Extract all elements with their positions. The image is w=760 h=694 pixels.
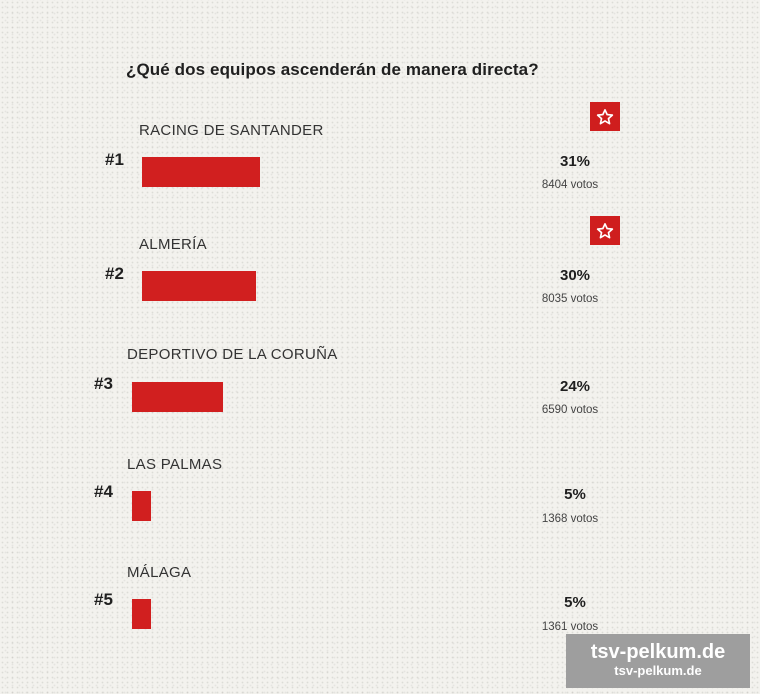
poll-option[interactable]: DEPORTIVO DE LA CORUÑA #3 24% 6590 votos xyxy=(0,326,760,426)
option-votes: 8404 votos xyxy=(541,179,599,191)
poll-option[interactable]: RACING DE SANTANDER #1 31% 8404 votos xyxy=(0,100,760,200)
vote-bar-track xyxy=(142,271,522,301)
option-rank: #3 xyxy=(94,374,113,393)
poll-question: ¿Qué dos equipos ascenderán de manera di… xyxy=(126,60,539,79)
option-name: MÁLAGA xyxy=(127,564,192,581)
poll-option[interactable]: MÁLAGA #5 5% 1361 votos xyxy=(0,544,760,644)
option-rank: #1 xyxy=(105,150,124,169)
option-percent: 24% xyxy=(559,378,591,395)
poll-option[interactable]: LAS PALMAS #4 5% 1368 votos xyxy=(0,436,760,536)
option-name: DEPORTIVO DE LA CORUÑA xyxy=(127,346,338,363)
vote-bar xyxy=(142,271,256,301)
star-icon xyxy=(596,222,614,238)
option-votes: 1361 votos xyxy=(541,621,599,633)
vote-bar xyxy=(142,157,260,187)
star-badge[interactable] xyxy=(590,216,620,245)
option-percent: 5% xyxy=(564,486,586,503)
option-votes: 8035 votos xyxy=(541,293,599,305)
option-percent: 5% xyxy=(564,594,586,611)
option-name: ALMERÍA xyxy=(139,236,207,253)
star-badge[interactable] xyxy=(590,102,620,131)
vote-bar-track xyxy=(142,157,522,187)
option-rank: #4 xyxy=(94,482,113,501)
poll-option[interactable]: ALMERÍA #2 30% 8035 votos xyxy=(0,214,760,314)
option-rank: #5 xyxy=(94,590,113,609)
option-percent: 30% xyxy=(559,267,591,284)
vote-bar-track xyxy=(132,382,512,412)
option-votes: 6590 votos xyxy=(541,404,599,416)
vote-bar xyxy=(132,382,223,412)
vote-bar xyxy=(132,599,151,629)
option-name: RACING DE SANTANDER xyxy=(139,122,324,139)
option-percent: 31% xyxy=(559,153,591,170)
option-rank: #2 xyxy=(105,264,124,283)
vote-bar-track xyxy=(132,491,512,521)
vote-bar xyxy=(132,491,151,521)
watermark-text: tsv-pelkum.de xyxy=(590,641,726,663)
vote-bar-track xyxy=(132,599,512,629)
star-icon xyxy=(596,108,614,124)
option-name: LAS PALMAS xyxy=(127,456,223,473)
watermark-subtext: tsv-pelkum.de xyxy=(614,663,702,678)
watermark: tsv-pelkum.de tsv-pelkum.de xyxy=(566,634,750,688)
option-votes: 1368 votos xyxy=(541,513,599,525)
